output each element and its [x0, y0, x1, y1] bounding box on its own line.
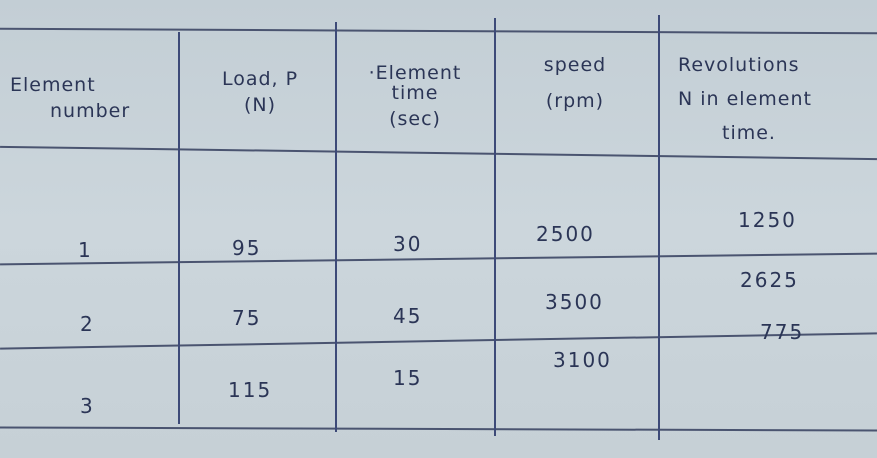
header-element-time: ·Element time (sec): [340, 60, 490, 132]
header-line: Load, P: [221, 68, 299, 90]
row-divider: [0, 332, 877, 350]
header-line: (N): [243, 94, 277, 116]
column-divider: [658, 15, 660, 440]
header-line: time.: [722, 122, 776, 144]
table-cell: 3100: [553, 348, 612, 372]
table-cell: 75: [232, 306, 262, 330]
header-line: speed: [543, 54, 607, 76]
header-line: time: [391, 82, 439, 104]
header-line: (sec): [389, 108, 441, 130]
table-bottom-line: [0, 426, 877, 432]
table-cell: 2625: [740, 268, 799, 292]
header-line: Element: [10, 74, 96, 96]
table-cell: 1250: [738, 208, 797, 232]
header-line: ·Element: [368, 62, 462, 84]
table-cell: 1: [78, 238, 93, 262]
header-element-number: Element number: [10, 72, 170, 124]
column-divider: [335, 22, 337, 432]
header-line: (rpm): [545, 90, 605, 112]
table-cell: 30: [393, 232, 423, 256]
table-cell: 775: [760, 320, 805, 344]
table-cell: 2500: [536, 222, 595, 246]
table-top-line: [0, 27, 877, 35]
row-divider: [0, 252, 877, 266]
header-line: N in element: [678, 88, 812, 110]
header-speed: speed (rpm): [500, 52, 650, 114]
table-cell: 115: [228, 378, 273, 402]
table-cell: 95: [232, 236, 262, 260]
column-divider: [178, 32, 180, 424]
header-line: Revolutions: [678, 54, 800, 76]
header-revolutions: Revolutions N in element time.: [662, 52, 877, 146]
header-load: Load, P (N): [190, 66, 330, 118]
column-divider: [494, 18, 496, 436]
table-cell: 3: [80, 394, 95, 418]
header-line: number: [50, 100, 131, 122]
table-cell: 45: [393, 304, 423, 328]
header-bottom-line: [0, 145, 877, 161]
table-cell: 15: [393, 366, 423, 390]
table-cell: 3500: [545, 290, 604, 314]
table-cell: 2: [80, 312, 95, 336]
